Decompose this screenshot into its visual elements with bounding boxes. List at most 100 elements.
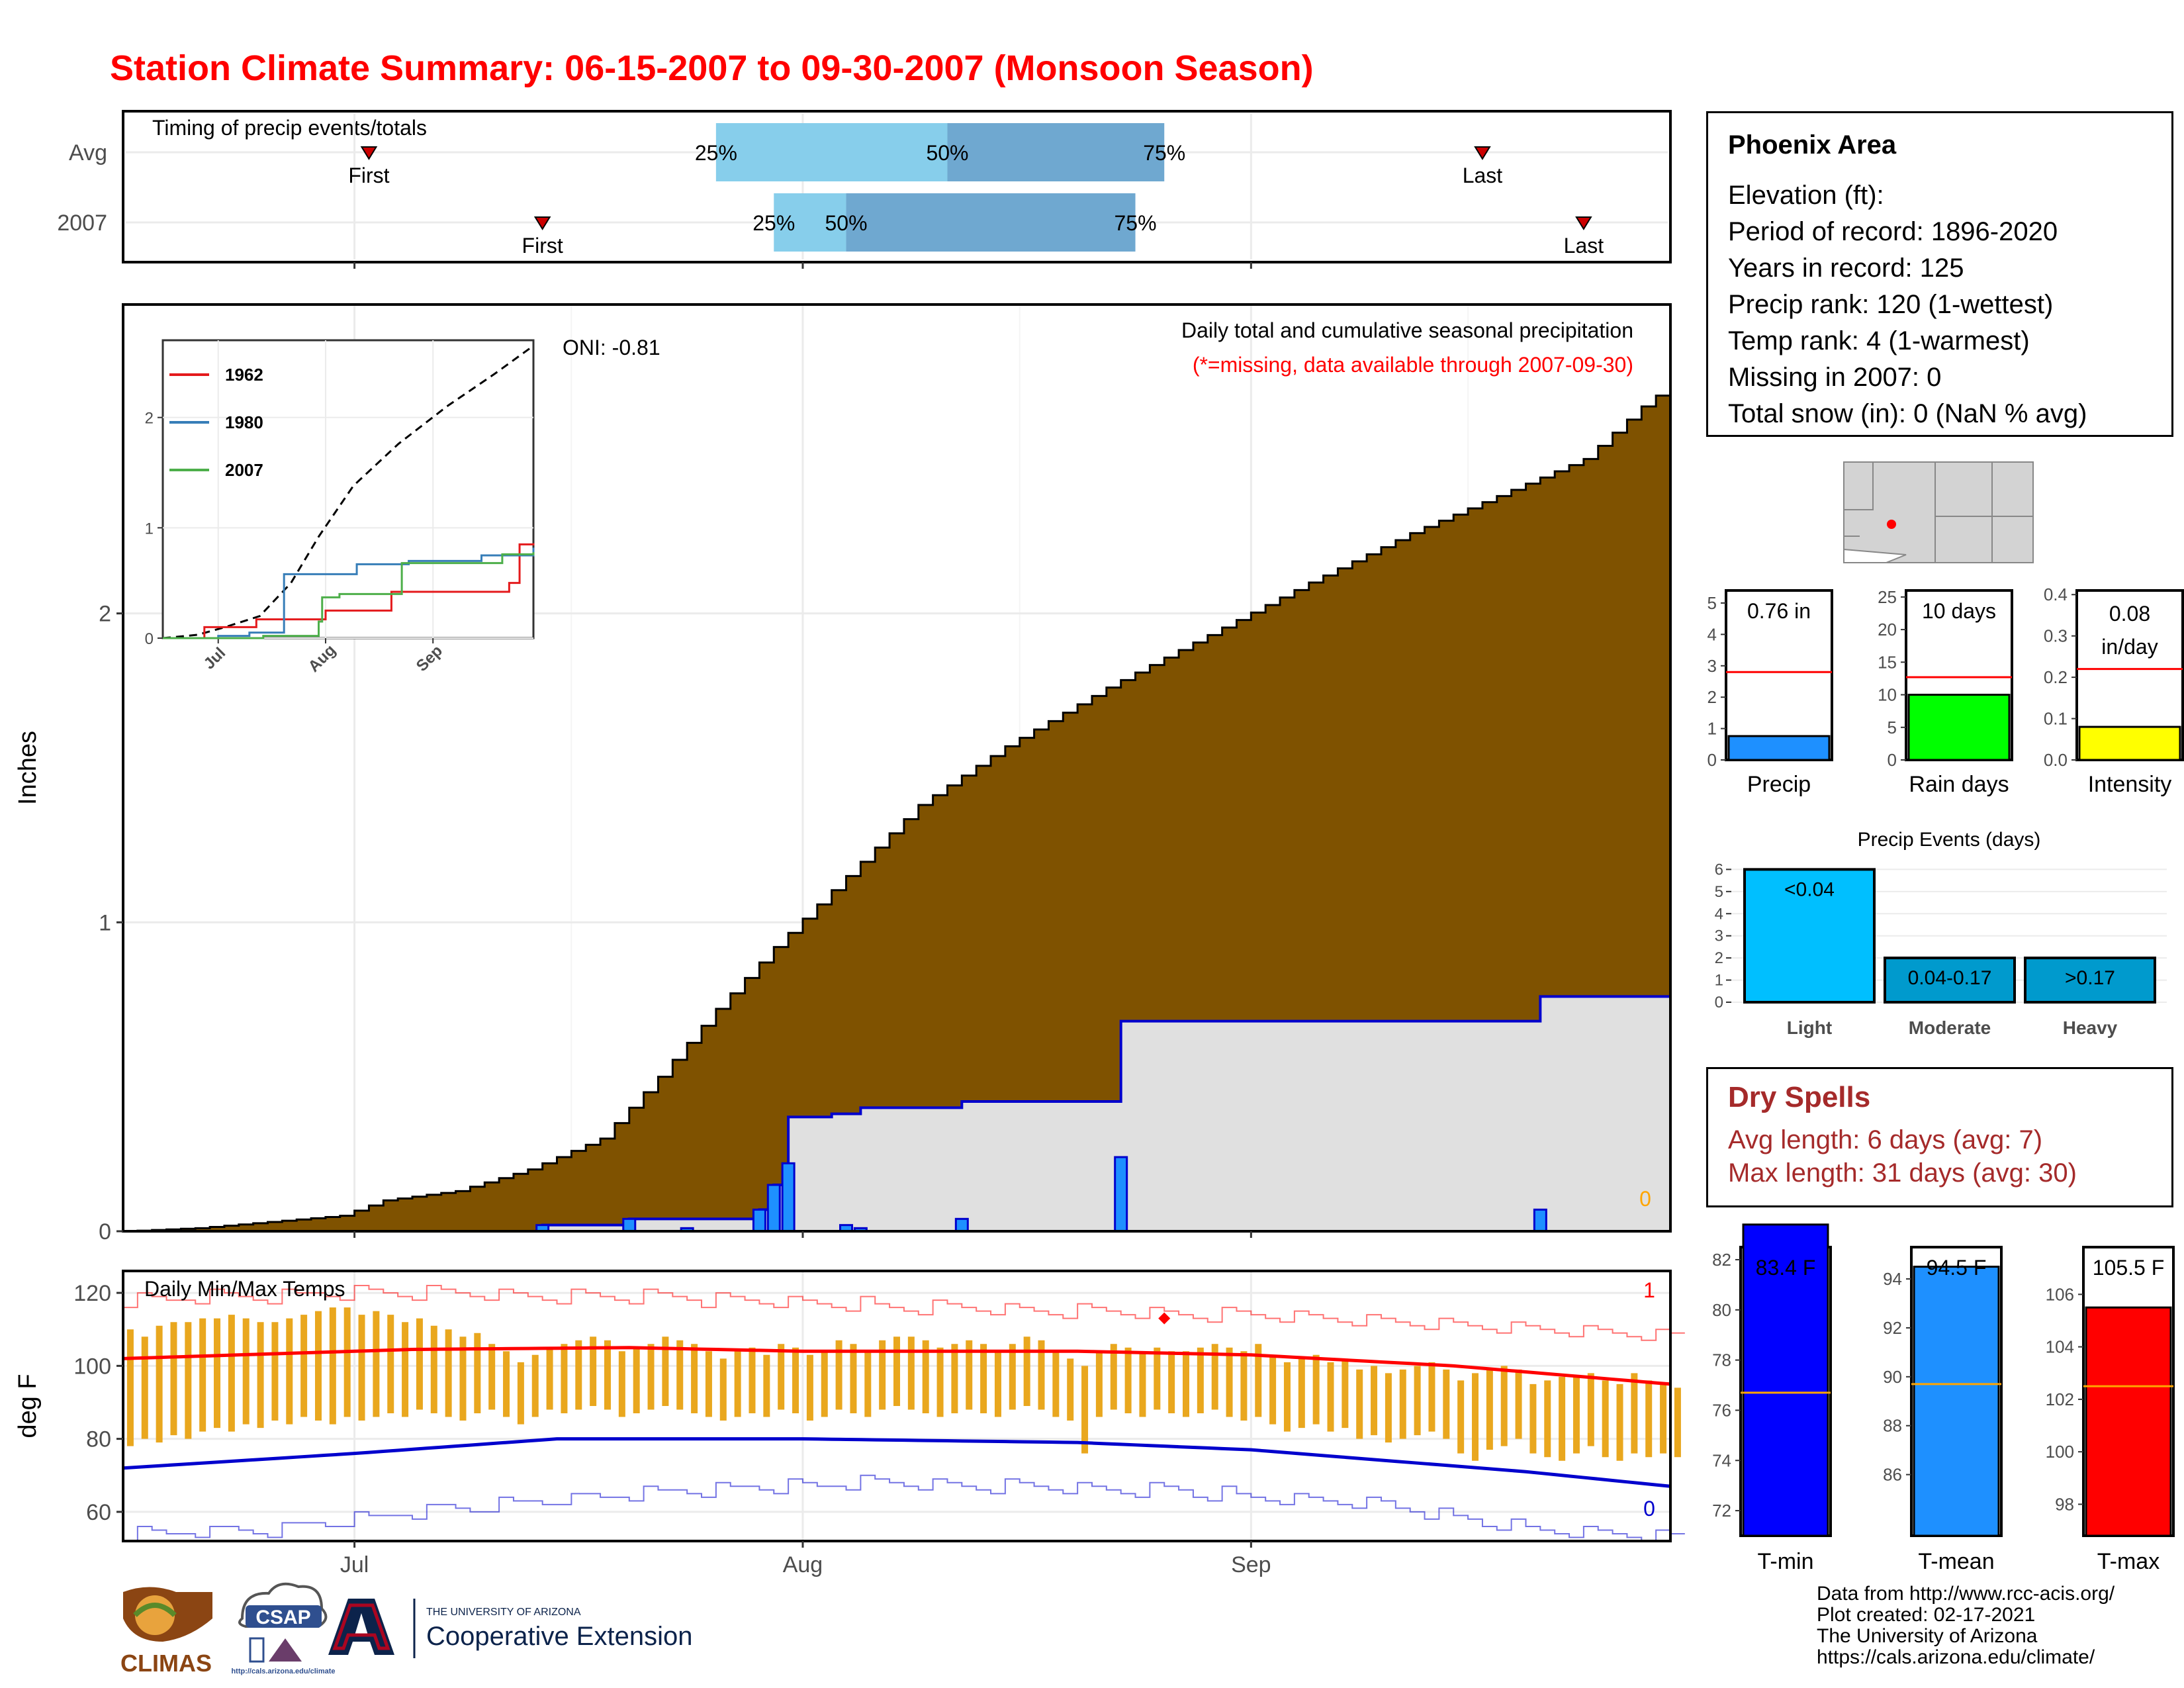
average-max-temp-line (122, 1346, 1671, 1386)
timing-panel-title: Timing of precip events/totals (152, 116, 427, 140)
events-y-tick-label: 6 (1715, 861, 1723, 878)
timing-p50-label: 50% (825, 211, 867, 235)
timing-iqr-upper (947, 123, 1165, 181)
inset-average-line (162, 345, 534, 639)
temp-y-tick-label: 100 (73, 1354, 111, 1379)
inset-series-line-2007 (163, 552, 535, 639)
timing-row-label: 2007 (57, 211, 107, 236)
temp-y-axis-label: deg F (14, 1374, 42, 1438)
x-tick-label: Aug (783, 1552, 823, 1577)
inset-series-line-1962 (163, 543, 535, 639)
stat-y-tick-label: 2 (1707, 687, 1717, 707)
temp-y-tick-label: 72 (1712, 1501, 1731, 1521)
temp-y-tick-label: 102 (2046, 1389, 2074, 1409)
x-tick-label: Jul (340, 1552, 369, 1577)
timing-p25-label: 25% (695, 141, 737, 165)
oni-label: ONI: -0.81 (563, 336, 660, 359)
dry-spells-box: Dry Spells Avg length: 6 days (avg: 7) M… (1706, 1067, 2173, 1207)
temp-y-tick-label: 98 (2055, 1494, 2074, 1514)
precip-event-range-label: <0.04 (1784, 878, 1835, 900)
events-y-tick-label: 2 (1715, 949, 1723, 967)
daily-precip-bar (622, 1217, 637, 1233)
stat-y-tick-label: 0.3 (2044, 626, 2068, 646)
page-title: Station Climate Summary: 06-15-2007 to 0… (110, 48, 1314, 88)
inset-y-tick-label: 1 (145, 520, 154, 538)
footer-url: https://cals.arizona.edu/climate/ (1817, 1646, 2095, 1668)
missing-count: 0 (1639, 1187, 1651, 1211)
svg-text:http://cals.arizona.edu/climat: http://cals.arizona.edu/climate (231, 1667, 335, 1675)
timing-panel: Timing of precip events/totals Avg 25% 50%… (57, 110, 1672, 263)
first-event-marker (533, 216, 551, 230)
timing-iqr-lower (774, 193, 846, 252)
climas-logo: CLIMAS (120, 1587, 212, 1677)
season-temperature-charts: 72 74 76 78 80 82 83.4 F T-min 86 88 90 92 94 94.5 F T… (1712, 1223, 2175, 1574)
temp-chart-t-min: 72 74 76 78 80 82 83.4 F T-min (1712, 1223, 1832, 1574)
first-event-label: First (522, 234, 563, 258)
precip-event-range-label: 0.04-0.17 (1908, 967, 1992, 989)
daily-precip-bar (1533, 1208, 1547, 1233)
precip-event-category-label: Light (1787, 1017, 1832, 1038)
precip-event-bar-light (1743, 868, 1876, 1004)
stat-chart-intensity: 0.0 0.1 0.2 0.3 0.4 0.08 in/day Intensity (2044, 585, 2184, 797)
precip-event-category-label: Heavy (2063, 1017, 2118, 1038)
temp-y-tick-label: 74 (1712, 1450, 1731, 1470)
svg-text:Cooperative Extension: Cooperative Extension (426, 1622, 692, 1651)
timing-row: Avg 25% 50% 75% First Last (69, 123, 1502, 187)
events-y-tick-label: 0 (1715, 994, 1723, 1011)
temp-y-tick-label: 80 (86, 1427, 111, 1452)
svg-text:CSAP: CSAP (255, 1607, 310, 1628)
temp-y-tick-label: 78 (1712, 1350, 1731, 1370)
timing-iqr-upper (846, 193, 1136, 252)
inset-y-tick-label: 2 (145, 410, 154, 428)
precip-event-category-label: Moderate (1909, 1017, 1991, 1038)
stat-y-tick-label: 0 (1707, 750, 1717, 770)
record-high-marker (1158, 1312, 1171, 1325)
station-period: Period of record: 1896-2020 (1728, 217, 2058, 246)
last-event-label: Last (1463, 164, 1503, 187)
precip-data-availability: (*=missing, data available through 2007-… (1193, 353, 1633, 377)
temp-value-label: 105.5 F (2093, 1256, 2165, 1280)
temp-value-bar (1742, 1223, 1829, 1537)
stat-y-tick-label: 1 (1707, 719, 1717, 739)
precip-events-title: Precip Events (days) (1858, 829, 2041, 851)
temp-y-tick-label: 82 (1712, 1250, 1731, 1270)
stat-y-tick-label: 4 (1707, 624, 1717, 644)
svg-text:CLIMAS: CLIMAS (120, 1650, 212, 1677)
x-tick-label: Sep (1231, 1552, 1271, 1577)
temp-y-tick-label: 88 (1883, 1416, 1902, 1436)
timing-p50-label: 50% (926, 141, 968, 165)
daily-precip-bar (781, 1162, 796, 1233)
stat-y-tick-label: 5 (1888, 718, 1897, 737)
precip-event-range-label: >0.17 (2065, 967, 2115, 989)
stat-chart-precip: 0 1 2 3 4 5 0.76 in Precip (1707, 589, 1833, 797)
logos: CLIMAS CSAP http://cals.arizona.edu/clim… (120, 1582, 692, 1677)
temp-panel-title: Daily Min/Max Temps (144, 1277, 345, 1301)
stat-y-tick-label: 0.0 (2044, 750, 2068, 770)
inset-legend-label: 2007 (225, 460, 263, 480)
stat-chart-rain-days: 0 5 10 15 20 25 10 days Rain days (1878, 587, 2013, 797)
daily-precip-bar (752, 1208, 766, 1233)
stat-value-label: 0.76 in (1747, 599, 1811, 623)
inset-y-tick-label: 0 (145, 630, 154, 648)
university-of-arizona-logo: THE UNIVERSITY OF ARIZONA Cooperative Ex… (328, 1599, 692, 1658)
stat-value-bar (1907, 694, 2011, 761)
csap-logo: CSAP http://cals.arizona.edu/climate (231, 1582, 336, 1675)
stat-y-tick-label: 10 (1878, 685, 1897, 705)
temp-value-bar (2085, 1306, 2172, 1537)
year-cumulative-precip-area (123, 996, 1670, 1231)
station-elevation: Elevation (ft): (1728, 181, 1884, 210)
timing-row: 2007 25% 50% 75% First Last (57, 193, 1604, 258)
stat-y-tick-label: 15 (1878, 652, 1897, 672)
footer-data-source: Data from http://www.rcc-acis.org/ (1817, 1583, 2115, 1605)
temp-y-tick-label: 90 (1883, 1367, 1902, 1387)
temp-panel: 60 80 100 120 Daily Min/Max Temps deg F 1 0 (14, 1270, 1685, 1542)
precip-panel: 0 1 2 Inches Daily total and cumulative se… (14, 303, 1672, 1244)
station-name: Phoenix Area (1728, 130, 1897, 160)
timing-row-label: Avg (69, 140, 107, 165)
record-low-count: 0 (1643, 1497, 1655, 1521)
stat-y-tick-label: 25 (1878, 587, 1897, 607)
stat-chart-label: Intensity (2088, 772, 2172, 797)
stat-value-bar (2078, 726, 2181, 761)
